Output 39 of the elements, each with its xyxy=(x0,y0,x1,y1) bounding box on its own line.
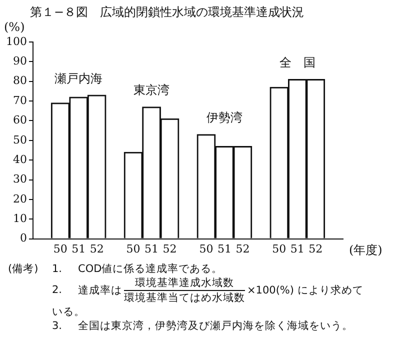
y-axis-title: (%) xyxy=(4,20,25,34)
series-label: 全 国 xyxy=(279,56,316,70)
x-tick-label: 52 xyxy=(90,242,104,256)
text: 全国は東京湾，伊勢湾及び瀬戸内海を除く海域をいう。 xyxy=(78,319,353,333)
text: 達成率は xyxy=(78,284,122,296)
x-tick-label: 50 xyxy=(53,242,68,256)
y-tick-label: 30 xyxy=(12,172,27,186)
x-tick-label: 50 xyxy=(272,242,286,256)
text: COD値に係る達成率である。 xyxy=(78,262,223,276)
y-tick-label: 90 xyxy=(12,54,27,68)
x-tick-label: 51 xyxy=(72,242,86,256)
y-tick-label: 80 xyxy=(12,74,27,88)
text: 環境基準当てはめ水域数 xyxy=(124,291,245,305)
series-label: 伊勢湾 xyxy=(206,110,242,125)
x-tick-label: 50 xyxy=(199,242,214,256)
x-tick-label: 51 xyxy=(144,242,159,256)
y-tick-label: 50 xyxy=(12,133,27,146)
x-tick-label: 52 xyxy=(162,242,177,256)
x-tick-label: 52 xyxy=(236,242,250,256)
series-label: 瀬戸内海 xyxy=(54,71,103,86)
y-tick-label: 100 xyxy=(6,34,27,48)
y-tick-label: 20 xyxy=(12,192,27,206)
y-tick-label: 10 xyxy=(12,212,27,225)
x-tick-label: 52 xyxy=(308,242,323,256)
y-tick-label: 40 xyxy=(12,152,27,166)
text: (備考) xyxy=(8,262,40,276)
text: 3. xyxy=(52,319,64,333)
x-tick-label: 51 xyxy=(217,242,232,256)
x-tick-label: 51 xyxy=(290,242,304,256)
y-tick-label: 70 xyxy=(12,94,27,107)
x-tick-label: 50 xyxy=(126,242,140,256)
text: 2. xyxy=(52,283,64,298)
x-axis-title: (年度) xyxy=(349,242,382,257)
text: 環境基準達成水域数 xyxy=(124,276,245,291)
text: 1. xyxy=(52,262,64,276)
y-tick-label: 60 xyxy=(12,114,27,127)
y-tick-label: 0 xyxy=(20,232,27,245)
chart-title: 第１−８図 広域的閉鎖性水域の環境基準達成状況 xyxy=(30,4,304,21)
series-label: 東京湾 xyxy=(134,83,170,98)
